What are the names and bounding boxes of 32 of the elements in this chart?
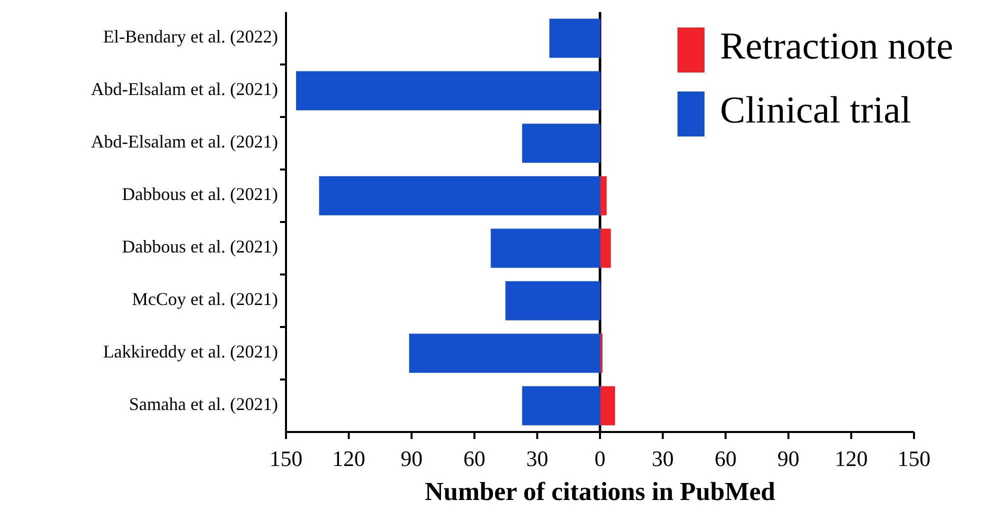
bar	[522, 124, 600, 163]
x-axis-title: Number of citations in PubMed	[424, 477, 776, 506]
y-tick-label: El-Bendary et al. (2022)	[103, 26, 278, 46]
x-tick-label: 90	[777, 446, 800, 471]
x-tick-label: 30	[652, 446, 674, 471]
y-tick-label: Samaha et al. (2021)	[129, 394, 278, 414]
bar	[409, 334, 600, 373]
y-tick-label: Dabbous et al. (2021)	[122, 184, 278, 204]
x-tick-label: 120	[834, 446, 868, 471]
legend-label: Clinical trial	[720, 90, 912, 132]
legend-label: Retraction note	[720, 26, 954, 68]
x-tick-label: 150	[898, 446, 930, 471]
x-tick-label: 90	[400, 446, 423, 471]
bar	[600, 386, 616, 426]
x-tick-label: 60	[463, 446, 486, 471]
bar	[600, 228, 611, 268]
x-tick-label: 120	[332, 446, 366, 471]
bar	[319, 176, 600, 216]
x-tick-label: 150	[270, 446, 302, 471]
bar	[505, 281, 600, 320]
y-tick-label: McCoy et al. (2021)	[132, 288, 278, 309]
x-tick-label: 60	[714, 446, 737, 471]
y-tick-label: Lakkireddy et al. (2021)	[103, 341, 278, 362]
bar	[522, 386, 600, 426]
bar	[549, 18, 600, 58]
x-tick-label: 0	[594, 446, 606, 471]
y-tick-label: Dabbous et al. (2021)	[122, 236, 278, 256]
y-tick-label: Abd-Elsalam et al. (2021)	[91, 78, 278, 99]
bar	[296, 71, 600, 110]
y-tick-label: Abd-Elsalam et al. (2021)	[91, 131, 278, 152]
x-tick-label: 30	[526, 446, 548, 471]
bar	[490, 228, 600, 268]
